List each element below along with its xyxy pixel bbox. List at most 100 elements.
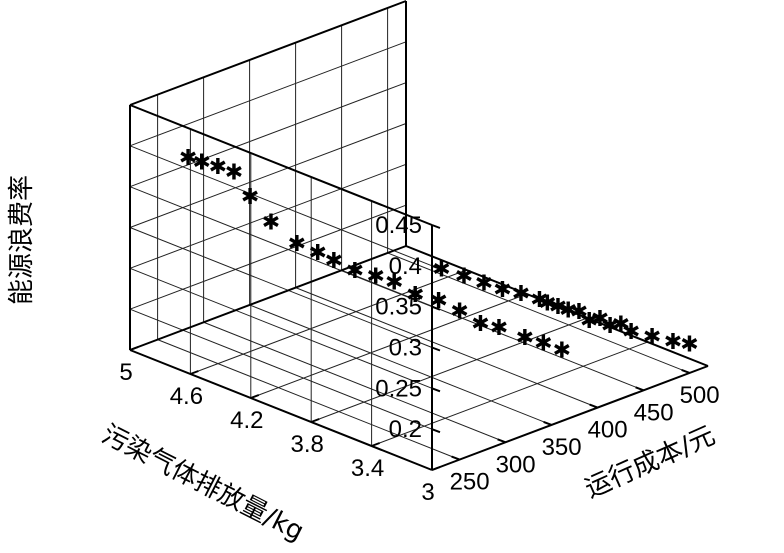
x-tick-label: 500 bbox=[680, 382, 720, 409]
data-point: ✱ bbox=[591, 307, 609, 332]
y-tick-label: 3.4 bbox=[351, 455, 384, 482]
data-point: ✱ bbox=[471, 312, 489, 337]
data-point: ✱ bbox=[455, 265, 473, 290]
data-point: ✱ bbox=[559, 298, 577, 323]
z-tick-mark bbox=[431, 387, 441, 393]
grid-line bbox=[129, 227, 433, 348]
grid-line bbox=[129, 267, 433, 389]
grid-line bbox=[341, 269, 644, 391]
y-axis-label: 污染气体排放量/kg bbox=[97, 420, 309, 548]
y-tick-labels: 3 3.4 3.8 4.2 4.6 5 bbox=[119, 359, 434, 506]
data-point: ✱ bbox=[512, 282, 530, 307]
data-point: ✱ bbox=[530, 288, 548, 313]
grid-line bbox=[311, 317, 588, 423]
axes-box bbox=[129, 0, 709, 471]
grid-line bbox=[250, 293, 527, 399]
grid-line bbox=[157, 339, 460, 461]
y-tick-label: 4.6 bbox=[170, 383, 203, 410]
grid-line bbox=[129, 145, 433, 267]
axis-edge bbox=[129, 349, 433, 471]
data-point: ✱ bbox=[346, 259, 364, 284]
grid-line bbox=[249, 304, 552, 426]
data-point: ✱ bbox=[406, 283, 424, 308]
data-point: ✱ bbox=[450, 300, 468, 325]
axis-edge bbox=[129, 0, 407, 106]
data-point: ✱ bbox=[612, 313, 630, 338]
axis-edge bbox=[129, 245, 407, 351]
z-tick-mark bbox=[431, 305, 441, 311]
grid-line bbox=[190, 269, 467, 375]
data-point: ✱ bbox=[516, 326, 534, 351]
data-point: ✱ bbox=[622, 320, 640, 345]
grid-line bbox=[129, 82, 407, 188]
data-point: ✱ bbox=[325, 249, 343, 274]
grid-line bbox=[129, 204, 407, 310]
x-tick-label: 400 bbox=[588, 417, 628, 444]
grid-line bbox=[129, 123, 407, 228]
grid-line bbox=[371, 341, 648, 447]
z-tick-mark bbox=[431, 346, 441, 352]
y-tick-mark bbox=[371, 442, 380, 447]
data-point: ✱ bbox=[179, 146, 197, 171]
y-tick-label: 3 bbox=[421, 479, 434, 506]
data-point: ✱ bbox=[385, 270, 403, 295]
axis-edge bbox=[405, 245, 709, 367]
data-point: ✱ bbox=[538, 292, 556, 317]
x-tick-mark bbox=[543, 420, 552, 426]
data-point: ✱ bbox=[553, 339, 571, 364]
x-tick-label: 250 bbox=[450, 469, 490, 496]
data-point: ✱ bbox=[288, 232, 306, 257]
y-tick-mark bbox=[250, 394, 260, 399]
z-tick-label: 0.45 bbox=[375, 212, 422, 239]
data-point: ✱ bbox=[493, 278, 511, 303]
x-tick-label: 450 bbox=[634, 399, 674, 426]
x-tick-label: 300 bbox=[496, 451, 536, 478]
grid-line bbox=[129, 308, 433, 430]
data-point: ✱ bbox=[225, 160, 243, 185]
z-tick-label: 0.3 bbox=[389, 335, 422, 362]
y-tick-mark bbox=[190, 370, 199, 375]
grid-line bbox=[387, 252, 690, 374]
x-tick-mark bbox=[635, 386, 644, 392]
grid-line bbox=[129, 41, 407, 147]
data-point: ✱ bbox=[534, 331, 552, 356]
y-tick-mark bbox=[431, 466, 441, 471]
data-point: ✱ bbox=[549, 295, 567, 320]
data-point: ✱ bbox=[262, 211, 280, 236]
data-point: ✱ bbox=[680, 333, 698, 358]
grid-line bbox=[129, 163, 407, 269]
axis-edge bbox=[431, 365, 709, 471]
z-tick-labels: 0.2 0.25 0.3 0.35 0.4 0.45 bbox=[375, 212, 422, 443]
z-tick-mark bbox=[431, 428, 441, 434]
x-tick-mark bbox=[681, 368, 690, 374]
grid-line bbox=[295, 287, 598, 409]
data-point: ✱ bbox=[580, 309, 598, 334]
data-point: ✱ bbox=[429, 289, 447, 314]
z-tick-label: 0.35 bbox=[375, 294, 422, 321]
axis-edge bbox=[129, 104, 433, 226]
data-point: ✱ bbox=[570, 300, 588, 325]
z-tick-mark bbox=[431, 224, 441, 229]
data-point: ✱ bbox=[241, 185, 259, 210]
z-tick-label: 0.25 bbox=[375, 375, 422, 402]
data-point: ✱ bbox=[601, 314, 619, 339]
data-point: ✱ bbox=[475, 272, 493, 297]
y-tick-label: 3.8 bbox=[291, 431, 324, 458]
y-tick-label: 5 bbox=[119, 359, 132, 386]
x-tick-mark bbox=[451, 455, 460, 461]
grid-line bbox=[203, 321, 506, 443]
y-tick-mark bbox=[310, 418, 320, 423]
z-tick-label: 0.2 bbox=[389, 416, 422, 443]
data-point: ✱ bbox=[432, 257, 450, 282]
data-point: ✱ bbox=[490, 316, 508, 341]
data-point: ✱ bbox=[664, 330, 682, 355]
data-point: ✱ bbox=[367, 265, 385, 290]
data-point: ✱ bbox=[209, 155, 227, 180]
z-tick-label: 0.4 bbox=[389, 253, 422, 280]
data-point: ✱ bbox=[309, 241, 327, 266]
x-tick-mark bbox=[589, 403, 598, 409]
z-axis-label: 能源浪费率 bbox=[7, 175, 37, 305]
